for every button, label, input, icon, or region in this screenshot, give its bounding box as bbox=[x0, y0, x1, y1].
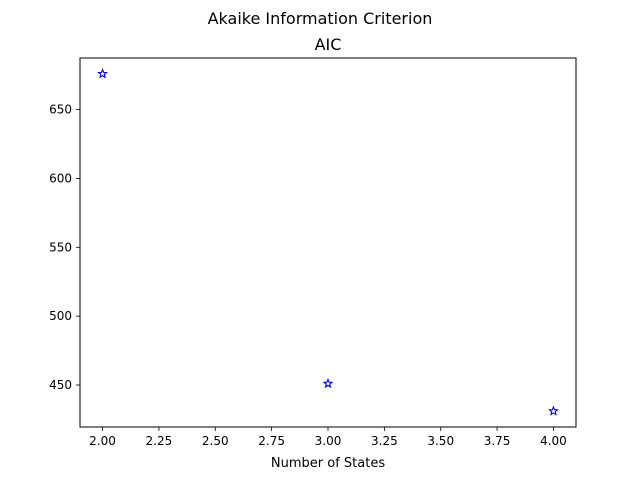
data-points bbox=[97, 68, 559, 416]
x-tick-label: 3.25 bbox=[371, 434, 398, 448]
data-point-star bbox=[97, 68, 108, 79]
x-tick-label: 2.75 bbox=[258, 434, 285, 448]
y-tick-label: 650 bbox=[49, 103, 72, 117]
x-tick-label: 3.00 bbox=[315, 434, 342, 448]
y-tick-label: 600 bbox=[49, 171, 72, 185]
x-tick-label: 3.75 bbox=[484, 434, 511, 448]
y-tick-label: 500 bbox=[49, 309, 72, 323]
x-tick-label: 2.50 bbox=[202, 434, 229, 448]
plot-area bbox=[79, 57, 577, 428]
x-tick-label: 3.50 bbox=[427, 434, 454, 448]
x-tick-label: 2.00 bbox=[89, 434, 116, 448]
x-axis: 2.00 2.25 2.50 2.75 3.00 3.25 3.50 3.75 4.00 bbox=[89, 427, 567, 448]
figure-suptitle: Akaike Information Criterion bbox=[208, 9, 433, 28]
x-tick-label: 4.00 bbox=[540, 434, 567, 448]
x-tick-label: 2.25 bbox=[146, 434, 173, 448]
x-axis-label: Number of States bbox=[271, 456, 385, 471]
y-tick-label: 550 bbox=[49, 240, 72, 254]
data-point-star bbox=[322, 377, 334, 389]
y-tick-label: 450 bbox=[49, 378, 72, 392]
chart-title: AIC bbox=[315, 35, 342, 54]
y-axis: 450 500 550 600 650 bbox=[49, 103, 80, 392]
data-point-star bbox=[548, 405, 559, 416]
